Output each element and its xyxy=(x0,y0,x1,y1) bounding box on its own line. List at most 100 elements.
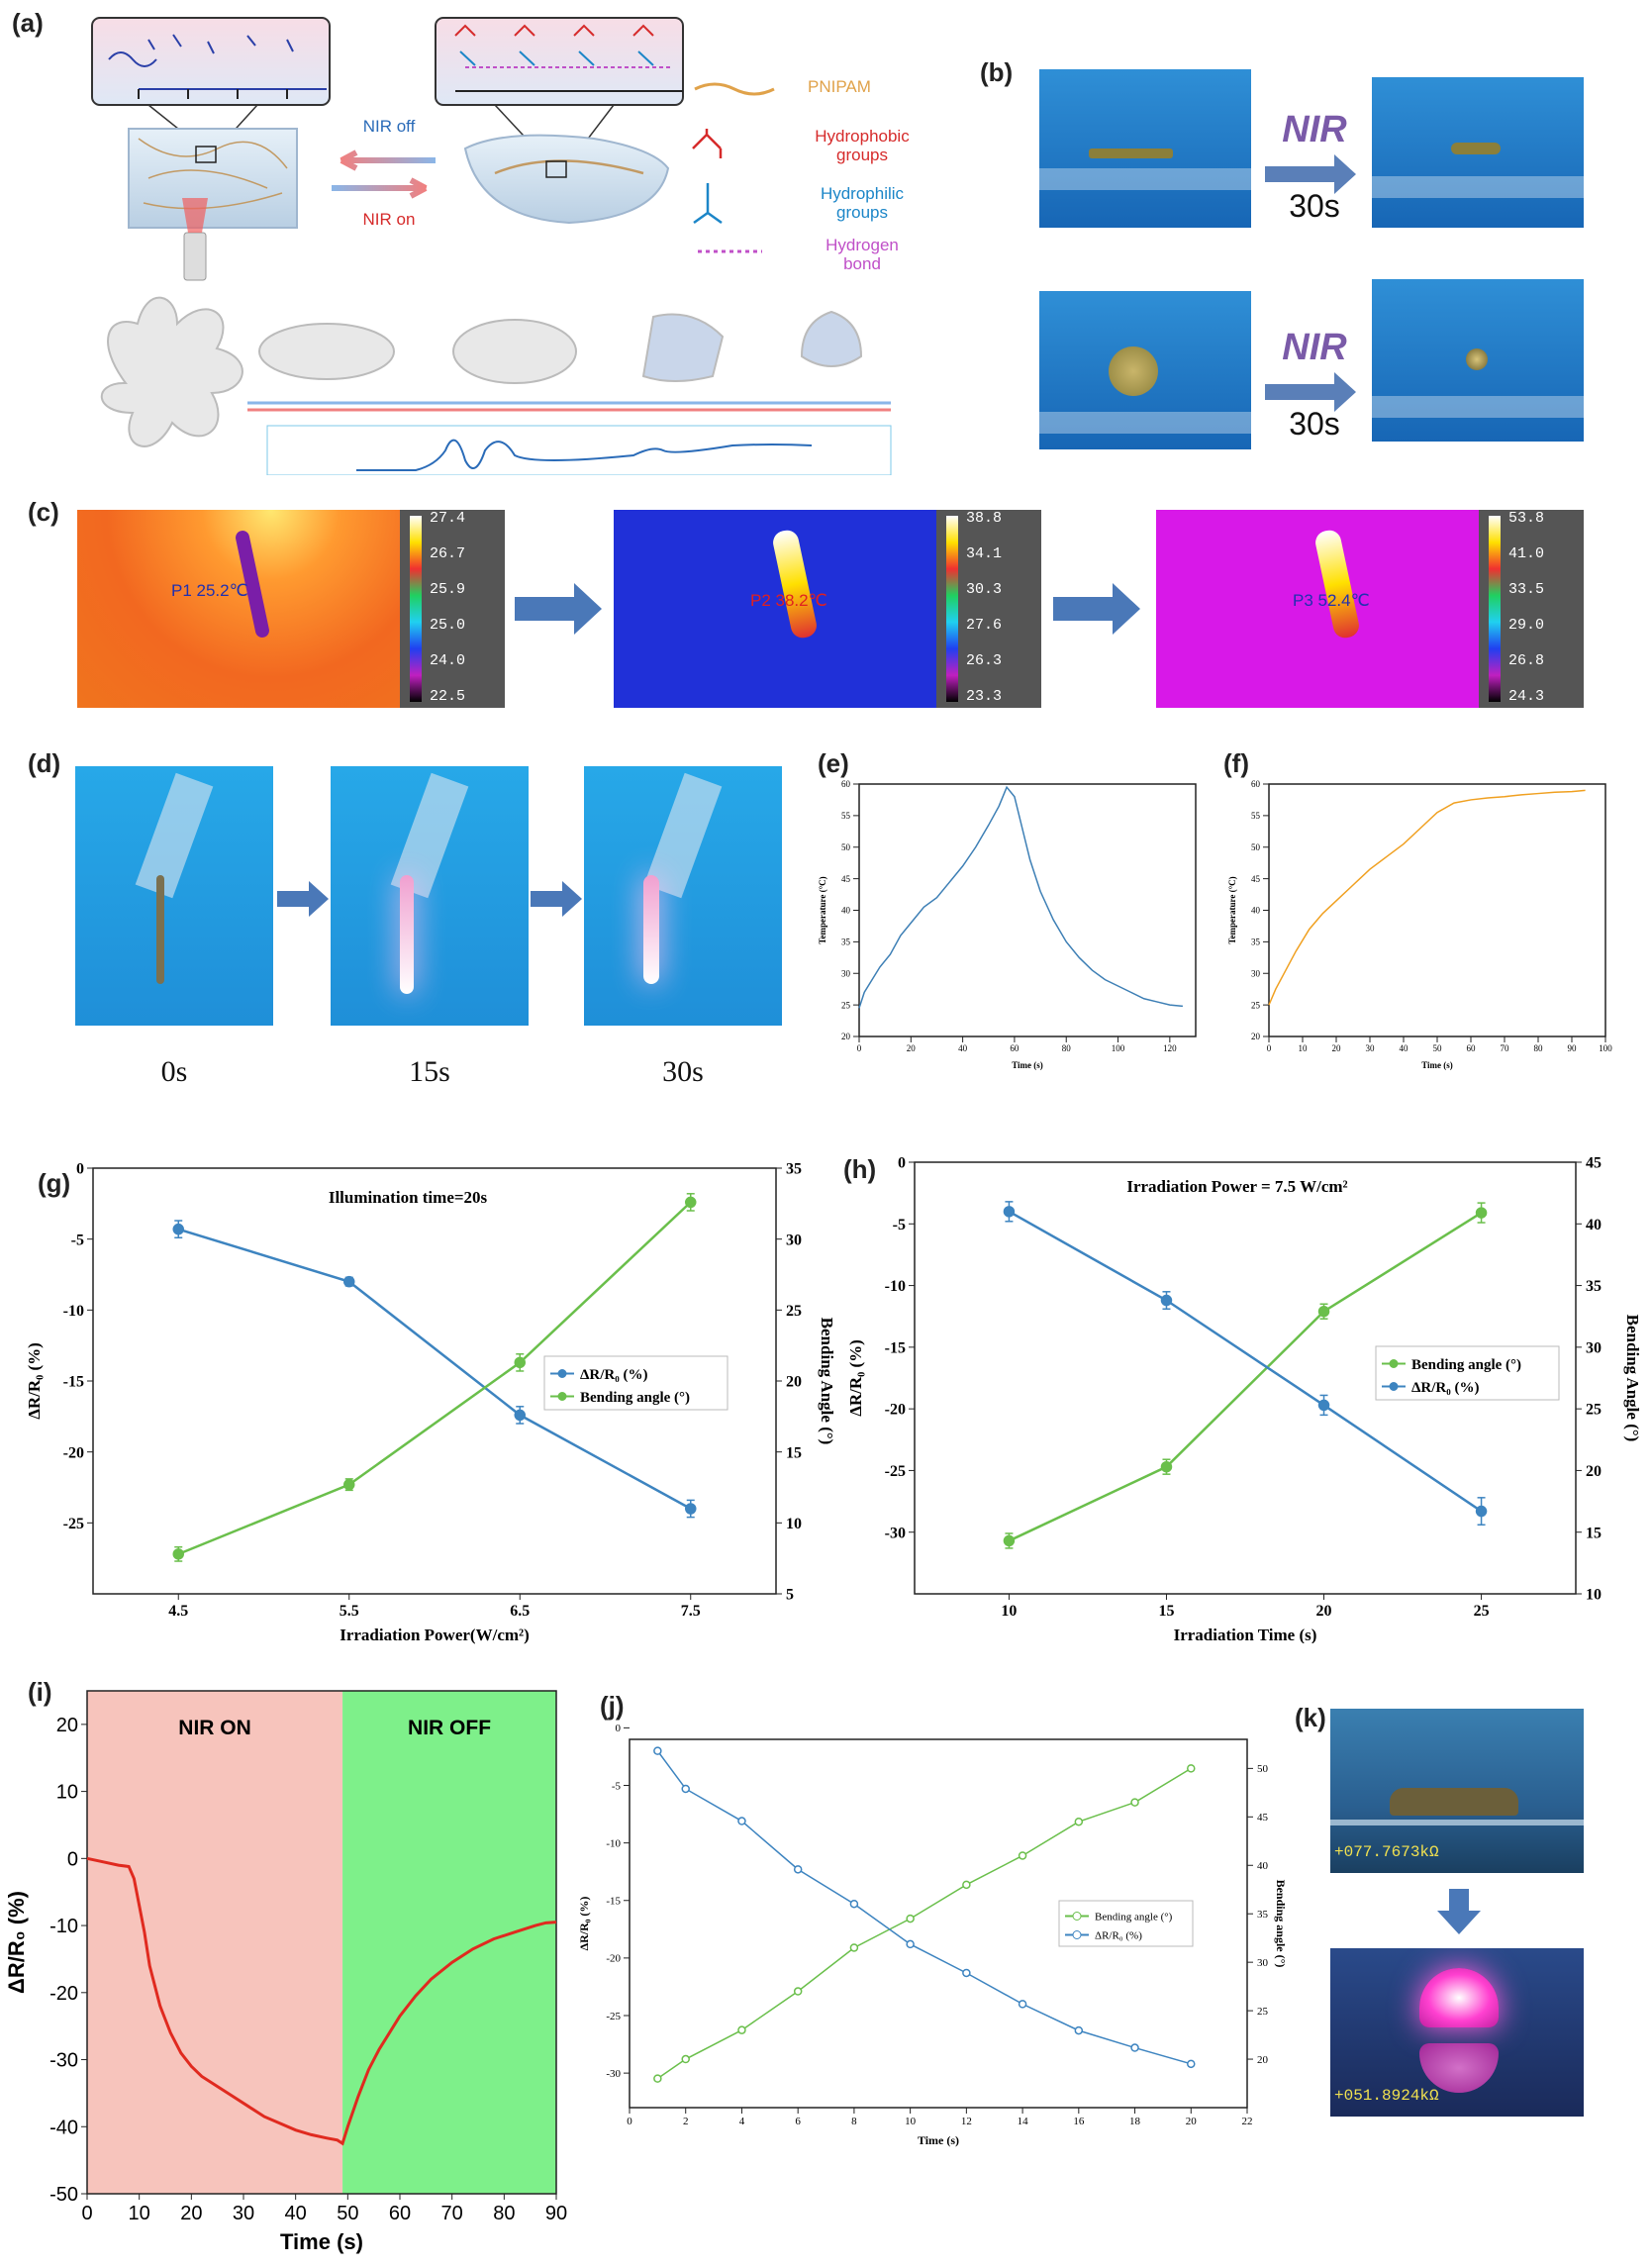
y-tick-label: -15 xyxy=(885,1339,906,1356)
y-tick-label: -15 xyxy=(606,1896,621,1908)
chart-i: NIR ON NIR OFF 0 10 20 30 40 50 60 70 80 90 20 10 0 -10… xyxy=(4,1690,567,2254)
y-tick-label: 10 xyxy=(56,1782,78,1804)
colorbar-3-tick: 53.8 xyxy=(1508,510,1545,527)
y-tick-label: 0 xyxy=(67,1848,78,1870)
flower-sequence xyxy=(100,296,863,447)
y-tick-label: -5 xyxy=(71,1232,84,1248)
y-tick-label: -10 xyxy=(49,1916,78,1937)
chart-e: 0 20 40 60 80 100 120 20 25 30 35 40 45 50 55 60 Time (s… xyxy=(818,779,1197,1070)
y2-tick-label: 35 xyxy=(786,1161,802,1178)
y-tick-label: 40 xyxy=(841,906,851,916)
data-point xyxy=(685,1503,697,1515)
chart-j: 0 2 4 6 8 10 12 14 16 18 20 22 0 -5 -10 -15 -20 -25 -30 20 2… xyxy=(577,1723,1287,2147)
data-point xyxy=(1317,1305,1330,1318)
colorbar-1-tick: 25.0 xyxy=(430,617,466,634)
y-tick-label: 20 xyxy=(1251,1032,1261,1041)
x-tick-label: 22 xyxy=(1242,2116,1253,2127)
y-tick-label: 30 xyxy=(841,968,851,978)
y-tick-label: -40 xyxy=(49,2117,78,2138)
panel-label-d: (d) xyxy=(28,748,61,778)
x-tick-label: 10 xyxy=(905,2116,917,2127)
y-tick-label: 25 xyxy=(1251,1000,1261,1010)
y-tick-label: 0 xyxy=(616,1723,622,1734)
y-tick-label: 25 xyxy=(841,1000,851,1010)
region-0 xyxy=(87,1691,343,2194)
signal-grid xyxy=(266,425,892,476)
y2-tick-label: 20 xyxy=(1586,1463,1602,1480)
series-line-1 xyxy=(1008,1210,1483,1513)
legend-pnipam: PNIPAM xyxy=(808,77,871,96)
y-tick-label: -25 xyxy=(606,2011,621,2022)
y2-tick-label: 10 xyxy=(786,1516,802,1532)
x-tick-label: 10 xyxy=(1001,1603,1017,1620)
region-1 xyxy=(342,1691,556,2194)
arrow-d2 xyxy=(531,881,582,917)
legend-box xyxy=(543,1355,728,1411)
y2-axis-label: Bending Angle (°) xyxy=(1623,1315,1642,1442)
panel-label-i: (i) xyxy=(28,1677,52,1707)
data-point xyxy=(793,1865,803,1874)
chart-annotation: Irradiation Power = 7.5 W/cm² xyxy=(1126,1177,1347,1196)
x-tick-label: 5.5 xyxy=(340,1603,359,1620)
y-tick-label: 45 xyxy=(841,874,851,884)
data-point xyxy=(1160,1460,1173,1473)
y2-tick-label: 20 xyxy=(786,1374,802,1391)
x-tick-label: 40 xyxy=(958,1043,968,1053)
series-line-0 xyxy=(1268,789,1586,1006)
y-tick-label: -5 xyxy=(612,1780,622,1792)
legend-label: ΔR/R₀ (%) xyxy=(1095,1929,1142,1941)
data-point xyxy=(685,1196,697,1209)
probe-label-2: P2 38.2℃ xyxy=(750,591,827,610)
legend-box xyxy=(1058,1900,1194,1947)
y-tick-label: 50 xyxy=(841,842,851,852)
x-tick-label: 7.5 xyxy=(681,1603,701,1620)
legend-hydrophobic-icon xyxy=(692,129,723,158)
data-point xyxy=(514,1409,526,1422)
x-tick-label: 40 xyxy=(1400,1043,1409,1053)
time-label-30s: 30s xyxy=(662,1055,704,1088)
series-line-0 xyxy=(177,1228,692,1511)
legend-marker xyxy=(1389,1382,1399,1391)
y-axis-label: ΔR/R₀ (%) xyxy=(25,1342,44,1420)
data-point xyxy=(906,1914,915,1923)
data-point xyxy=(849,1899,859,1909)
nir-on-label: NIR on xyxy=(362,210,416,229)
x-tick-label: 0 xyxy=(1267,1043,1272,1053)
legend-label: ΔR/R₀ (%) xyxy=(1411,1380,1479,1396)
x-tick-label: 50 xyxy=(1433,1043,1443,1053)
data-point xyxy=(1018,1851,1027,1860)
x-tick-label: 60 xyxy=(389,2203,411,2224)
panel-label-h: (h) xyxy=(843,1154,877,1184)
x-tick-label: 15 xyxy=(1158,1603,1174,1620)
y2-tick-label: 25 xyxy=(1586,1402,1602,1419)
y-tick-label: 50 xyxy=(1251,842,1261,852)
y-tick-label: -10 xyxy=(63,1303,84,1320)
signal-trace xyxy=(356,439,813,471)
y-tick-label: -20 xyxy=(49,1983,78,2005)
y2-tick-label: 30 xyxy=(786,1232,802,1248)
data-point xyxy=(1074,1817,1084,1826)
plot-frame xyxy=(1268,783,1606,1037)
x-tick-label: 20 xyxy=(1332,1043,1342,1053)
photo-k-before: +077.7673kΩ xyxy=(1330,1709,1584,1873)
data-point xyxy=(1160,1294,1173,1307)
panel-label-k: (k) xyxy=(1295,1703,1326,1732)
y-tick-label: 0 xyxy=(76,1161,84,1178)
y2-tick-label: 25 xyxy=(786,1303,802,1320)
colorbar-2-tick: 30.3 xyxy=(966,581,1003,598)
y-tick-label: 40 xyxy=(1251,906,1261,916)
x-tick-label: 6.5 xyxy=(510,1603,530,1620)
y2-tick-label: 20 xyxy=(1257,2054,1269,2066)
probe-label-1: P1 25.2℃ xyxy=(171,581,248,600)
panel-label-j: (j) xyxy=(600,1691,625,1721)
y-tick-label: -30 xyxy=(885,1525,906,1541)
y2-axis-label: Bending Angle (°) xyxy=(818,1318,836,1445)
y2-tick-label: 30 xyxy=(1586,1339,1602,1356)
colorbar-3: 53.8 41.0 33.5 29.0 26.8 24.3 xyxy=(1479,510,1584,708)
y-axis-label: ΔR/R₀ (%) xyxy=(577,1897,591,1951)
y-axis-label: ΔR/R₀ (%) xyxy=(4,1891,29,1994)
y-tick-label: 20 xyxy=(841,1032,851,1041)
legend-hydrophobic: Hydrophobic groups xyxy=(815,127,910,164)
y-tick-label: -50 xyxy=(49,2184,78,2206)
y-tick-label: 20 xyxy=(56,1715,78,1736)
